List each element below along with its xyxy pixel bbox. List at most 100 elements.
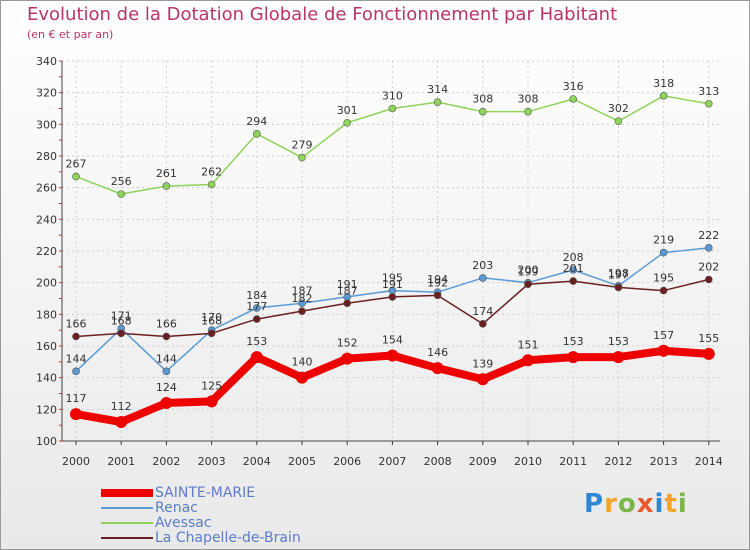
y-tick-label: 260 (36, 182, 57, 195)
data-label: 144 (156, 352, 177, 365)
data-label: 191 (382, 278, 403, 291)
y-tick-label: 180 (36, 308, 57, 321)
data-point (343, 118, 352, 127)
data-point (388, 293, 397, 301)
data-label: 184 (246, 289, 267, 302)
y-tick-label: 220 (36, 245, 57, 258)
data-point (702, 347, 715, 360)
data-label: 187 (292, 284, 313, 297)
data-point (117, 329, 125, 338)
data-label: 294 (246, 115, 267, 128)
x-tick-label: 2013 (650, 455, 678, 468)
data-point (524, 107, 532, 116)
data-label: 199 (518, 265, 539, 278)
data-point (207, 180, 216, 189)
legend-swatch (101, 506, 153, 509)
data-point (704, 275, 713, 284)
x-tick-label: 2003 (198, 455, 226, 468)
data-point (569, 277, 578, 285)
legend-item: La Chapelle-de-Brain (101, 530, 301, 546)
data-point (704, 99, 713, 108)
data-label: 222 (698, 229, 719, 242)
data-label: 153 (246, 335, 267, 348)
data-point (343, 299, 352, 308)
data-label: 191 (337, 278, 358, 291)
data-label: 155 (698, 332, 719, 345)
data-point (522, 354, 534, 367)
proxiti-logo: Proxiti (584, 489, 688, 519)
data-label: 153 (608, 335, 629, 348)
data-point (117, 190, 125, 198)
data-label: 194 (427, 273, 448, 286)
legend-item: Avessac (101, 515, 301, 531)
data-point (253, 130, 261, 138)
y-tick-label: 340 (36, 55, 57, 68)
data-label: 117 (66, 392, 87, 405)
data-label: 267 (66, 158, 87, 171)
data-label: 151 (518, 338, 539, 351)
data-label: 168 (111, 314, 132, 327)
x-tick-label: 2000 (62, 455, 90, 468)
data-point (569, 266, 578, 274)
data-label: 201 (563, 262, 584, 275)
legend-item: SAINTE-MARIE (101, 485, 301, 501)
x-tick-label: 2014 (695, 455, 723, 468)
data-label: 198 (608, 267, 629, 280)
y-tick-label: 240 (36, 213, 57, 226)
data-point (476, 373, 489, 386)
x-tick-label: 2002 (152, 455, 180, 468)
data-label: 140 (292, 356, 313, 369)
data-label: 166 (66, 318, 87, 331)
data-point (162, 332, 171, 341)
data-label: 301 (337, 104, 358, 117)
y-tick-label: 100 (36, 435, 57, 448)
data-label: 154 (382, 334, 403, 347)
data-point (298, 153, 306, 162)
x-tick-label: 2006 (333, 455, 361, 468)
data-point (72, 332, 80, 341)
data-point (72, 367, 80, 376)
data-point (478, 320, 487, 328)
data-label: 318 (653, 77, 674, 90)
data-label: 170 (201, 311, 222, 324)
y-tick-label: 300 (36, 118, 57, 131)
data-label: 168 (201, 314, 222, 327)
x-tick-label: 2011 (559, 455, 587, 468)
y-tick-label: 320 (36, 87, 57, 100)
data-label: 308 (518, 93, 539, 106)
data-point (250, 351, 263, 364)
y-tick-label: 200 (36, 277, 57, 290)
data-point (524, 280, 532, 289)
y-tick-label: 280 (36, 150, 57, 163)
data-point (659, 286, 668, 295)
x-tick-label: 2005 (288, 455, 316, 468)
data-label: 192 (427, 276, 448, 289)
x-tick-label: 2009 (469, 455, 497, 468)
data-label: 310 (382, 90, 403, 103)
x-tick-label: 2010 (514, 455, 542, 468)
data-label: 219 (653, 234, 674, 247)
data-label: 200 (518, 264, 539, 277)
data-point (70, 408, 82, 421)
data-label: 152 (337, 337, 358, 350)
data-point (431, 362, 444, 375)
data-point (207, 329, 216, 338)
x-tick-label: 2004 (243, 455, 271, 468)
data-label: 174 (472, 305, 493, 318)
data-label: 171 (111, 310, 132, 323)
data-point (162, 182, 171, 190)
data-label: 195 (382, 272, 403, 285)
x-tick-label: 2001 (107, 455, 135, 468)
data-point (115, 416, 128, 428)
data-point (433, 291, 442, 300)
legend-swatch (101, 521, 153, 524)
data-point (614, 117, 623, 125)
x-tick-label: 2008 (424, 455, 452, 468)
data-label: 177 (246, 300, 267, 313)
data-point (298, 299, 306, 308)
data-label: 187 (337, 284, 358, 297)
legend: SAINTE-MARIE Renac Avessac La Chapelle-de-B… (101, 485, 301, 546)
data-point (612, 351, 625, 364)
chart-subtitle: (en € et par an) (27, 28, 114, 41)
